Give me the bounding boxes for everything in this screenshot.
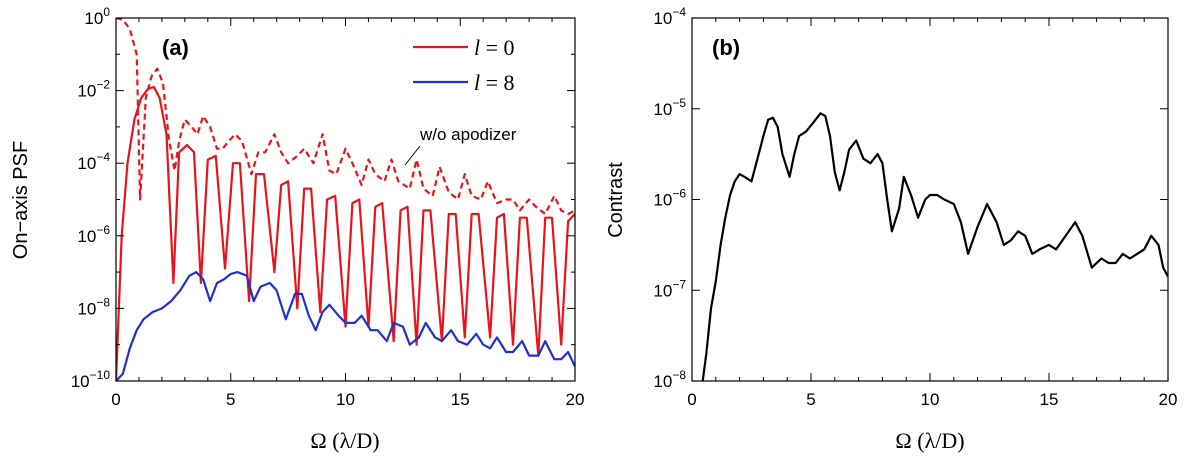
panel-b-ylabel: Contrast bbox=[605, 162, 627, 238]
x-tick-label: 20 bbox=[566, 390, 585, 409]
legend: l = 0 l = 8 bbox=[413, 35, 515, 95]
panel-a-series bbox=[116, 18, 575, 381]
x-tick-label: 20 bbox=[1159, 390, 1178, 409]
y-tick-label: 10−10 bbox=[71, 368, 111, 391]
panel-b-xlabel: Ω (λ/D) bbox=[895, 428, 964, 453]
panel-b-label: (b) bbox=[712, 35, 740, 60]
x-tick-label: 0 bbox=[687, 390, 696, 409]
series-line-a-1 bbox=[116, 18, 575, 216]
legend-entry-l8: l = 8 bbox=[474, 70, 515, 95]
x-tick-label: 15 bbox=[451, 390, 470, 409]
panel-a: 0 5 10 15 20 100 10−2 10−4 10−6 10−8 10−10 (a) l =… bbox=[10, 5, 584, 453]
annotation-wo-apodizer: w/o apodizer bbox=[419, 125, 517, 144]
panel-a-xlabel: Ω (λ/D) bbox=[310, 428, 379, 453]
y-tick-label: 100 bbox=[84, 5, 110, 28]
panel-a-label: (a) bbox=[162, 35, 189, 60]
x-tick-label: 15 bbox=[1040, 390, 1059, 409]
x-tick-label: 0 bbox=[111, 390, 120, 409]
legend-entry-l0: l = 0 bbox=[474, 35, 515, 60]
x-tick-label: 5 bbox=[226, 390, 235, 409]
y-tick-label: 10−5 bbox=[653, 96, 686, 119]
panel-b-series bbox=[701, 112, 1168, 381]
y-tick-label: 10−8 bbox=[653, 368, 686, 391]
y-tick-label: 10−4 bbox=[653, 5, 686, 28]
y-tick-label: 10−7 bbox=[653, 277, 686, 300]
x-tick-label: 5 bbox=[806, 390, 815, 409]
panel-b-ticks: 0 5 10 15 20 10−4 10−5 10−6 10−7 10−8 bbox=[653, 5, 1177, 409]
x-tick-label: 10 bbox=[336, 390, 355, 409]
y-tick-label: 10−4 bbox=[77, 150, 110, 173]
panel-b-frame bbox=[691, 17, 1169, 382]
panel-a-ylabel: On−axis PSF bbox=[10, 141, 32, 259]
annotation-pointer bbox=[404, 145, 421, 166]
panel-a-ticks: 0 5 10 15 20 100 10−2 10−4 10−6 10−8 10−10 bbox=[71, 5, 585, 409]
y-tick-label: 10−8 bbox=[77, 295, 110, 318]
series-line-b-0 bbox=[701, 112, 1168, 381]
y-tick-label: 10−6 bbox=[653, 187, 686, 210]
series-line-a-0 bbox=[116, 85, 575, 381]
y-tick-label: 10−6 bbox=[77, 223, 110, 246]
panel-b: 0 5 10 15 20 10−4 10−5 10−6 10−7 10−8 (b) Contras… bbox=[605, 5, 1177, 453]
series-line-a-2 bbox=[116, 271, 575, 381]
x-tick-label: 10 bbox=[921, 390, 940, 409]
y-tick-label: 10−2 bbox=[77, 78, 110, 101]
